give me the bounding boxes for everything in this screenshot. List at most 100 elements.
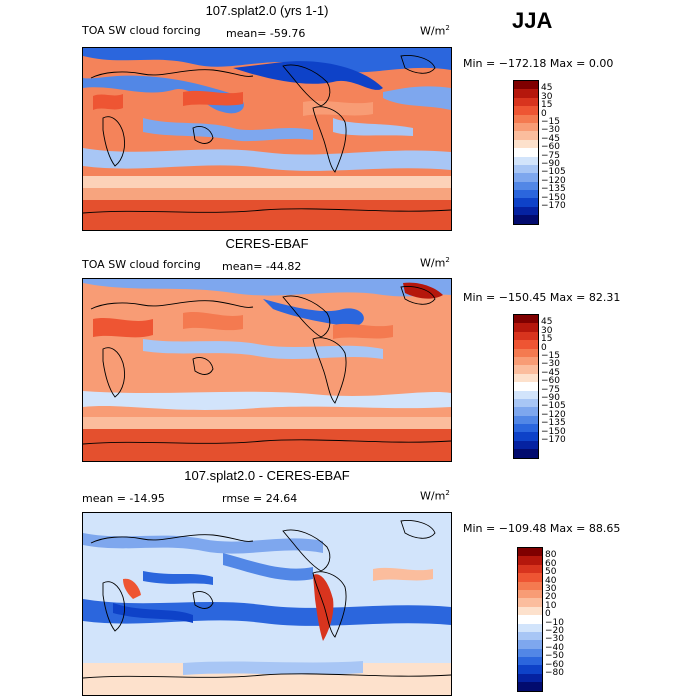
colorbar-swatch <box>518 556 542 565</box>
colorbar-tick-label: −30 <box>545 634 564 645</box>
colorbar-labels-obs: 45 30 15 0 −15 −30 −45 −60 −75 −90 −105 −120 −135 −15… <box>541 314 581 460</box>
season-label: JJA <box>512 8 553 33</box>
colorbar-tick-label: 15 <box>541 100 553 111</box>
colorbar-tick-label: 80 <box>545 550 557 561</box>
colorbar-tick-label: −120 <box>541 175 566 186</box>
colorbar-swatch <box>514 198 538 207</box>
colorbar-swatch <box>514 89 538 98</box>
colorbar-tick-label: 45 <box>541 83 553 94</box>
colorbar-swatch <box>518 598 542 607</box>
colorbar-swatch <box>518 631 542 641</box>
colorbar-swatch <box>514 181 538 191</box>
colorbar-tick-label: 45 <box>541 317 553 328</box>
colorbar-swatch <box>518 623 542 632</box>
colorbar-tick-label: −75 <box>541 384 560 395</box>
mean-label-model: mean= -59.76 <box>226 27 306 40</box>
colorbar-swatch <box>518 589 542 599</box>
colorbar-swatch <box>514 331 538 341</box>
mean-label-diff: mean = -14.95 <box>82 492 165 505</box>
colorbar-tick-label: −170 <box>541 201 566 211</box>
units-label-obs: W/m2 <box>420 256 450 270</box>
colorbar-tick-label: −20 <box>545 626 564 636</box>
colorbar-swatch <box>518 665 542 674</box>
colorbar-swatch <box>514 348 538 357</box>
colorbar-tick-label: 50 <box>545 567 557 578</box>
colorbar-diff <box>517 547 543 692</box>
map-diff <box>82 512 452 696</box>
colorbar-swatch <box>518 606 542 616</box>
colorbar-swatch <box>514 164 538 174</box>
colorbar-tick-label: 40 <box>545 575 557 586</box>
colorbar-swatch <box>514 81 538 90</box>
colorbar-swatch <box>514 190 538 199</box>
colorbar-tick-label: −135 <box>541 184 566 195</box>
colorbar-tick-label: 30 <box>541 91 553 102</box>
colorbar-tick-label: 60 <box>545 558 557 569</box>
colorbar-tick-label: −120 <box>541 409 566 420</box>
colorbar-tick-label: −60 <box>545 659 564 670</box>
colorbar-swatch <box>514 215 538 224</box>
colorbar-tick-label: 0 <box>541 342 547 353</box>
colorbar-swatch <box>514 131 538 140</box>
colorbar-obs <box>513 314 539 459</box>
colorbar-swatch <box>514 356 538 366</box>
colorbar-swatch <box>514 173 538 182</box>
panel-title-model: 107.splat2.0 (yrs 1-1) <box>205 3 329 18</box>
colorbar-model <box>513 80 539 225</box>
colorbar-swatch <box>514 315 538 324</box>
colorbar-tick-label: −15 <box>541 351 560 361</box>
colorbar-tick-label: 0 <box>541 108 547 119</box>
colorbar-tick-label: −170 <box>541 435 566 445</box>
colorbar-tick-label: −15 <box>541 117 560 127</box>
colorbar-tick-label: −60 <box>541 376 560 387</box>
colorbar-swatch <box>518 581 542 590</box>
range-label-model: Min = −172.18 Max = 0.00 <box>463 57 614 70</box>
colorbar-tick-label: −105 <box>541 167 566 178</box>
colorbar-labels-diff: 80 60 50 40 30 20 10 0 −10 −20 −30 −40 −50 −60 −80 <box>545 547 585 693</box>
colorbar-swatch <box>514 122 538 132</box>
colorbar-tick-label: −10 <box>545 617 564 628</box>
colorbar-swatch <box>518 564 542 574</box>
colorbar-swatch <box>514 340 538 349</box>
colorbar-swatch <box>514 323 538 332</box>
colorbar-tick-label: −45 <box>541 133 560 144</box>
colorbar-swatch <box>514 440 538 450</box>
colorbar-swatch <box>514 148 538 157</box>
colorbar-swatch <box>514 156 538 165</box>
rmse-label-diff: rmse = 24.64 <box>222 492 298 505</box>
colorbar-swatch <box>514 373 538 383</box>
colorbar-tick-label: −60 <box>541 142 560 153</box>
variable-label-model: TOA SW cloud forcing <box>82 24 201 37</box>
range-label-obs: Min = −150.45 Max = 82.31 <box>463 291 621 304</box>
colorbar-tick-label: −80 <box>545 668 564 678</box>
colorbar-tick-label: 0 <box>545 609 551 620</box>
colorbar-swatch <box>514 415 538 425</box>
colorbar-tick-label: 10 <box>545 600 557 611</box>
colorbar-tick-label: −45 <box>541 367 560 378</box>
variable-label-obs: TOA SW cloud forcing <box>82 258 201 271</box>
colorbar-tick-label: 20 <box>545 592 557 603</box>
colorbar-swatch <box>518 657 542 666</box>
colorbar-swatch <box>518 615 542 624</box>
colorbar-swatch <box>514 114 538 123</box>
mean-label-obs: mean= -44.82 <box>222 260 302 273</box>
colorbar-tick-label: −30 <box>541 125 560 136</box>
colorbar-swatch <box>518 648 542 658</box>
colorbar-swatch <box>518 573 542 582</box>
colorbar-swatch <box>514 390 538 399</box>
colorbar-labels-model: 45 30 15 0 −15 −30 −45 −60 −75 −90 −105 −120 −135 −15… <box>541 80 581 226</box>
colorbar-swatch <box>518 640 542 649</box>
colorbar-swatch <box>514 382 538 391</box>
colorbar-swatch <box>518 673 542 683</box>
colorbar-swatch <box>514 398 538 408</box>
panel-title-diff: 107.splat2.0 - CERES-EBAF <box>184 468 350 483</box>
colorbar-tick-label: −40 <box>545 642 564 653</box>
colorbar-swatch <box>514 139 538 149</box>
map-model <box>82 47 452 231</box>
colorbar-swatch <box>514 424 538 433</box>
colorbar-tick-label: −105 <box>541 401 566 412</box>
colorbar-swatch <box>514 97 538 107</box>
colorbar-swatch <box>514 106 538 115</box>
colorbar-tick-label: −150 <box>541 426 566 437</box>
colorbar-tick-label: −30 <box>541 359 560 370</box>
